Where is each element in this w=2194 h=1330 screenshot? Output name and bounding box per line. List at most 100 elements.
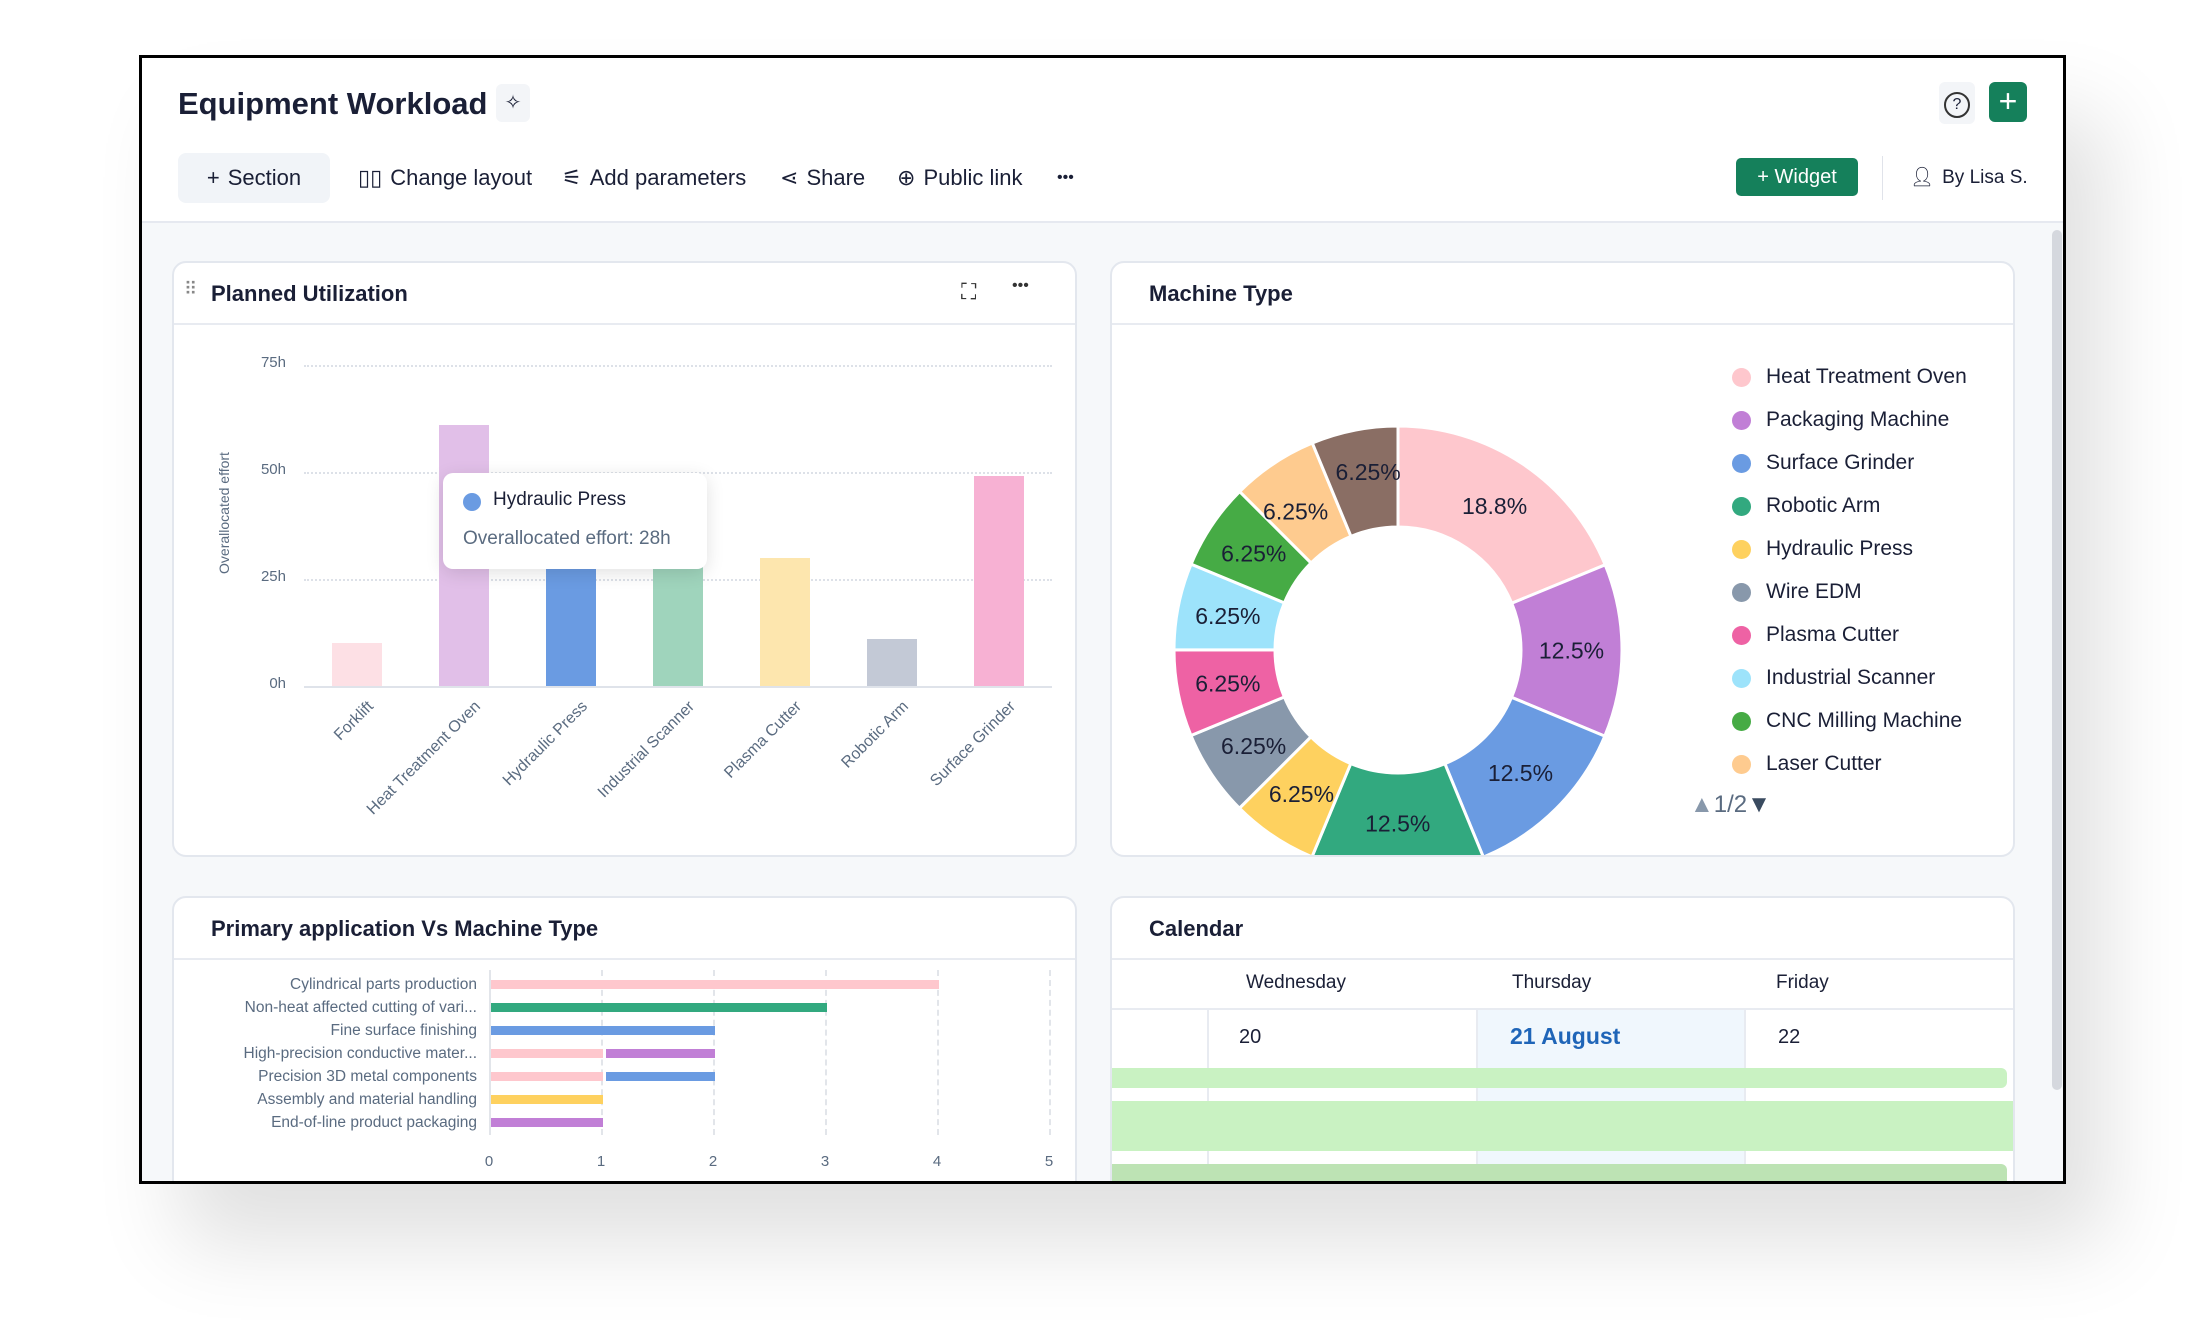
- x-tick-label: 0: [484, 1153, 494, 1170]
- category-label: Assembly and material handling: [257, 1091, 477, 1108]
- arrow-up-icon[interactable]: ▲: [1690, 791, 1714, 818]
- more-button[interactable]: •••: [1057, 169, 1074, 186]
- bar-segment[interactable]: [606, 1072, 715, 1081]
- pin-icon[interactable]: ✧: [496, 84, 530, 122]
- legend-item[interactable]: Laser Cutter: [1732, 750, 2012, 780]
- layout-icon: ▯▯: [358, 165, 383, 190]
- plus-icon: +: [206, 165, 220, 190]
- add-parameters-button[interactable]: ⚟ Add parameters: [562, 153, 746, 203]
- slice-label: 6.25%: [1195, 671, 1260, 697]
- legend-label: Surface Grinder: [1766, 451, 1915, 474]
- pager-label: 1/2: [1713, 791, 1748, 818]
- widget-label: Widget: [1774, 166, 1837, 188]
- bar-segment[interactable]: [606, 1049, 715, 1058]
- donut-slice[interactable]: [1311, 761, 1485, 857]
- bar-segment[interactable]: [491, 1003, 827, 1012]
- change-layout-button[interactable]: ▯▯ Change layout: [358, 153, 532, 203]
- bar-segment[interactable]: [491, 980, 939, 989]
- slice-label: 6.25%: [1263, 499, 1328, 525]
- donut-slice[interactable]: [1310, 424, 1400, 539]
- author-label: By Lisa S.: [1942, 167, 2028, 188]
- tooltip-value: Overallocated effort: 28h: [463, 528, 671, 549]
- calendar-event[interactable]: [1112, 1101, 2013, 1151]
- drag-handle-icon[interactable]: ⠿: [184, 279, 198, 299]
- bar-segment[interactable]: [491, 1026, 715, 1035]
- tooltip-title: Hydraulic Press: [493, 489, 627, 510]
- legend-item[interactable]: Wire EDM: [1732, 578, 2012, 608]
- category-label: Cylindrical parts production: [290, 976, 477, 993]
- slice-label: 12.5%: [1488, 760, 1553, 786]
- add-button[interactable]: +: [1989, 82, 2027, 122]
- more-icon[interactable]: •••: [1012, 277, 1029, 294]
- share-label: Share: [806, 165, 866, 190]
- bar-segment[interactable]: [491, 1072, 603, 1081]
- date-cell-today[interactable]: 21 August: [1510, 1023, 1621, 1049]
- calendar-event[interactable]: [1112, 1164, 2007, 1181]
- donut-chart: 18.8% 12.5% 12.5% 12.5% 6.25% 6.25% 6.25% 6.25%…: [1172, 424, 1624, 857]
- bar[interactable]: [866, 638, 917, 686]
- gridline: [304, 365, 1052, 367]
- y-tick-label: 50h: [260, 461, 286, 478]
- legend-item[interactable]: Packaging Machine: [1732, 406, 2012, 436]
- date-cell[interactable]: 22: [1778, 1026, 1801, 1048]
- calendar-event[interactable]: [1112, 1068, 2007, 1088]
- legend-dot-icon: [1732, 368, 1751, 387]
- help-icon[interactable]: ?: [1939, 82, 1975, 124]
- x-tick-label: 4: [932, 1153, 942, 1170]
- scrollbar[interactable]: [2052, 230, 2062, 1090]
- bar-segment[interactable]: [491, 1049, 603, 1058]
- bar[interactable]: [973, 476, 1024, 686]
- date-cell[interactable]: 20: [1239, 1026, 1262, 1048]
- section-label: Section: [227, 165, 302, 190]
- legend-item[interactable]: Hydraulic Press: [1732, 535, 2012, 565]
- bar[interactable]: [653, 561, 703, 686]
- divider: [1882, 156, 1883, 200]
- bar[interactable]: [546, 566, 597, 686]
- legend-item[interactable]: CNC Milling Machine: [1732, 707, 2012, 737]
- legend-dot-icon: [1732, 669, 1751, 688]
- donut-slice[interactable]: [1396, 424, 1608, 606]
- bar-segment[interactable]: [491, 1118, 603, 1127]
- category-label: Precision 3D metal components: [258, 1068, 477, 1085]
- arrow-down-icon[interactable]: ▼: [1747, 791, 1771, 818]
- legend-label: Hydraulic Press: [1766, 537, 1914, 560]
- add-section-button[interactable]: + Section: [178, 153, 330, 203]
- bar[interactable]: [759, 557, 810, 686]
- planned-utilization-widget: ⠿ Planned Utilization ⛶ ••• 0h 25h 50h 75h O…: [172, 261, 1077, 857]
- legend-dot-icon: [1732, 626, 1751, 645]
- public-link-button[interactable]: ⊕ Public link: [897, 153, 1022, 203]
- legend-label: Plasma Cutter: [1766, 623, 1900, 646]
- category-label: High-precision conductive mater...: [243, 1045, 477, 1062]
- legend-dot-icon: [1732, 583, 1751, 602]
- fullscreen-icon[interactable]: ⛶: [961, 279, 977, 304]
- author-button[interactable]: 👤︎ By Lisa S.: [1910, 153, 2028, 203]
- legend-item[interactable]: Plasma Cutter: [1732, 621, 2012, 651]
- day-header: Thursday: [1512, 972, 1592, 993]
- legend-item[interactable]: Surface Grinder: [1732, 449, 2012, 479]
- globe-icon: ⊕: [897, 165, 916, 190]
- day-header: Wednesday: [1246, 972, 1346, 993]
- add-widget-button[interactable]: + Widget: [1736, 158, 1858, 196]
- gridline: [489, 970, 491, 1135]
- page-title: Equipment Workload: [178, 86, 488, 121]
- slice-label: 6.25%: [1195, 603, 1260, 629]
- legend-item[interactable]: Robotic Arm: [1732, 492, 2012, 522]
- category-label: Non-heat affected cutting of vari...: [244, 999, 477, 1016]
- legend-dot-icon: [1732, 497, 1751, 516]
- legend-pager[interactable]: ▲1/2▼: [1690, 791, 1771, 819]
- bar[interactable]: [332, 643, 383, 686]
- share-button[interactable]: ⋖ Share: [780, 153, 865, 203]
- slice-label: 6.25%: [1336, 459, 1401, 485]
- today-column: [1476, 1010, 1746, 1181]
- add-parameters-label: Add parameters: [589, 165, 747, 190]
- y-tick-label: 0h: [269, 675, 286, 692]
- legend-dot-icon: [1732, 755, 1751, 774]
- legend-item[interactable]: Heat Treatment Oven: [1732, 363, 2012, 393]
- machine-type-widget: Machine Type 18.8% 12.5% 12.5% 12.5% 6.25% 6.…: [1110, 261, 2015, 857]
- legend-item[interactable]: Industrial Scanner: [1732, 664, 2012, 694]
- category-label: End-of-line product packaging: [271, 1114, 477, 1131]
- donut-slice[interactable]: [1442, 695, 1607, 857]
- legend-dot-icon: [1732, 540, 1751, 559]
- x-tick-label: 2: [708, 1153, 718, 1170]
- bar-segment[interactable]: [491, 1095, 603, 1104]
